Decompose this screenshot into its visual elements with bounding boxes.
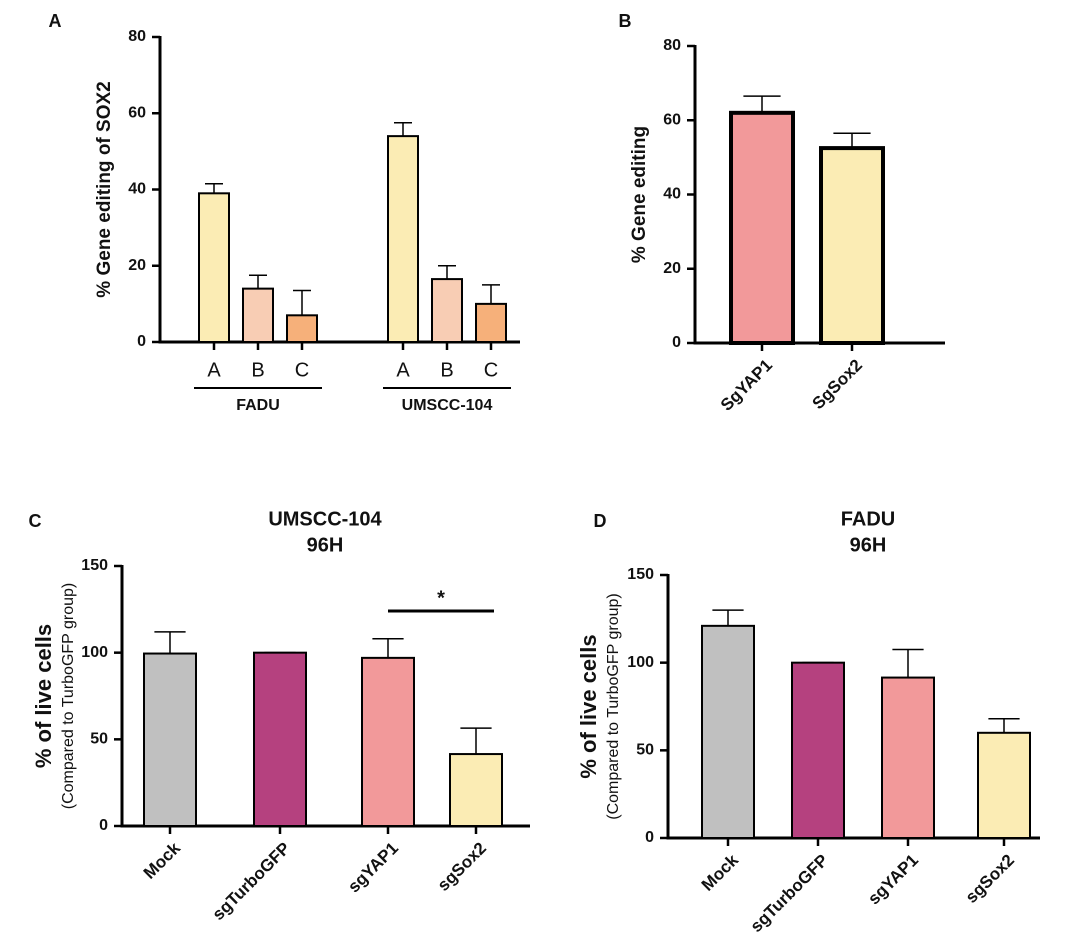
y-tick-label: 100 — [81, 644, 108, 661]
x-tick-label: SgYAP1 — [717, 356, 776, 415]
bar — [387, 135, 419, 343]
x-tick-label: Mock — [140, 838, 185, 883]
y-tick-label: 0 — [672, 334, 681, 351]
x-tick-label: B — [440, 359, 453, 381]
panel-label: C — [29, 511, 42, 531]
bar — [242, 287, 274, 343]
bar — [361, 656, 415, 827]
y-tick-label: 50 — [636, 742, 654, 759]
bar — [198, 192, 230, 343]
chart-title: FADU — [841, 508, 895, 530]
x-tick-label: C — [295, 359, 309, 381]
bar — [881, 676, 935, 839]
y-axis-sublabel: (Compared to TurboGFP group) — [60, 583, 77, 809]
x-tick-label: sgSox2 — [962, 851, 1018, 907]
bar — [791, 661, 845, 840]
group-label: FADU — [236, 397, 280, 414]
y-tick-label: 0 — [645, 829, 654, 846]
x-tick-label: B — [251, 359, 264, 381]
x-tick-label: sgTurboGFP — [209, 839, 294, 924]
y-tick-label: 40 — [128, 181, 146, 198]
panel-label: A — [49, 11, 62, 31]
bar — [475, 302, 507, 343]
y-tick-label: 80 — [128, 28, 146, 45]
x-tick-label: A — [207, 359, 221, 381]
y-tick-label: 60 — [663, 111, 681, 128]
bar — [253, 651, 307, 828]
y-axis-sublabel: (Compared to TurboGFP group) — [605, 593, 622, 819]
y-tick-label: 50 — [90, 731, 108, 748]
y-tick-label: 40 — [663, 186, 681, 203]
y-axis-label: % Gene editing — [629, 126, 650, 263]
bar — [701, 624, 755, 840]
x-tick-label: A — [396, 359, 410, 381]
y-tick-label: 150 — [81, 557, 108, 574]
x-tick-label: sgYAP1 — [864, 851, 922, 909]
bar — [977, 731, 1031, 839]
bar — [286, 314, 318, 343]
y-axis-label: % Gene editing of SOX2 — [94, 81, 115, 297]
bar — [729, 110, 795, 345]
chart-subtitle: 96H — [307, 534, 344, 556]
significance-label: * — [437, 587, 445, 609]
bar — [449, 753, 503, 827]
y-tick-label: 20 — [663, 260, 681, 277]
x-tick-label: Mock — [698, 850, 743, 895]
y-tick-label: 80 — [663, 37, 681, 54]
x-tick-label: sgYAP1 — [344, 839, 402, 897]
group-label: UMSCC-104 — [402, 397, 493, 414]
panel-label: B — [619, 11, 632, 31]
y-axis-label: % of live cells — [31, 624, 56, 768]
bar — [143, 652, 197, 827]
panel-label: D — [594, 511, 607, 531]
y-tick-label: 100 — [627, 654, 654, 671]
x-tick-label: sgSox2 — [434, 839, 490, 895]
chart-title: UMSCC-104 — [268, 508, 382, 530]
y-tick-label: 150 — [627, 566, 654, 583]
x-tick-label: sgTurboGFP — [747, 851, 832, 936]
y-tick-label: 20 — [128, 257, 146, 274]
x-tick-label: C — [484, 359, 498, 381]
y-axis-label: % of live cells — [576, 634, 601, 778]
chart-subtitle: 96H — [850, 534, 887, 556]
y-tick-label: 60 — [128, 104, 146, 121]
y-tick-label: 0 — [99, 817, 108, 834]
y-tick-label: 0 — [137, 333, 146, 350]
x-tick-label: SgSox2 — [808, 356, 866, 414]
bar — [431, 278, 463, 343]
bar — [819, 146, 885, 345]
